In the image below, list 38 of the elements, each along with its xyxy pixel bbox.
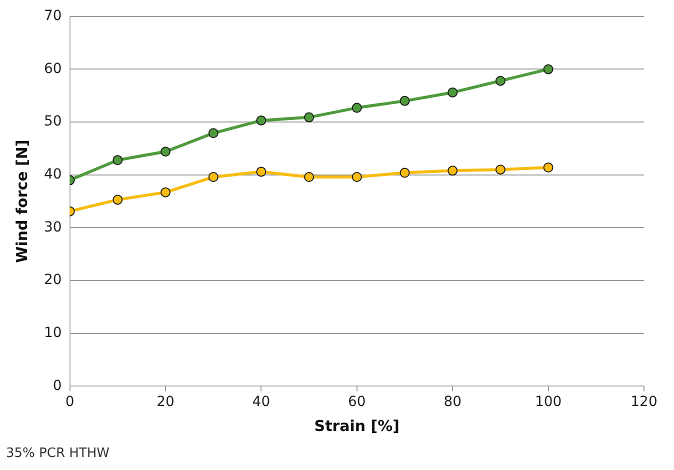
y-tick-label: 50 bbox=[44, 114, 62, 130]
y-tick-label: 0 bbox=[52, 378, 62, 394]
x-tick-label: 0 bbox=[65, 394, 74, 410]
point bbox=[495, 76, 506, 86]
x-tick-label: 80 bbox=[444, 394, 462, 410]
point bbox=[112, 155, 123, 166]
point bbox=[352, 172, 362, 182]
point bbox=[448, 166, 458, 176]
x-tick-label: 40 bbox=[252, 394, 270, 410]
y-tick-label: 30 bbox=[44, 219, 62, 236]
x-tick-label: 120 bbox=[630, 394, 658, 410]
point bbox=[400, 168, 410, 178]
point bbox=[208, 128, 218, 138]
point bbox=[352, 102, 362, 113]
y-tick-label: 70 bbox=[44, 8, 62, 24]
x-tick-label: 20 bbox=[156, 394, 174, 410]
point bbox=[112, 194, 123, 205]
x-tick-label: 100 bbox=[534, 394, 562, 410]
point bbox=[160, 187, 171, 198]
point bbox=[543, 64, 554, 74]
point bbox=[400, 96, 410, 106]
y-tick-label: 60 bbox=[44, 60, 62, 77]
point bbox=[256, 115, 266, 126]
point bbox=[304, 112, 314, 122]
point bbox=[256, 166, 266, 177]
point bbox=[160, 146, 171, 157]
y-axis-title: Wind force [N] bbox=[12, 140, 31, 263]
x-axis-title: Strain [%] bbox=[314, 416, 400, 435]
text: 35% PCR HTHW bbox=[6, 446, 110, 461]
y-tick-label: 20 bbox=[44, 272, 62, 288]
point bbox=[448, 87, 458, 98]
x-tick-label: 60 bbox=[348, 394, 366, 410]
y-tick-label: 40 bbox=[44, 166, 62, 183]
point bbox=[208, 172, 218, 182]
point bbox=[304, 172, 314, 182]
point bbox=[543, 162, 554, 172]
y-tick-label: 10 bbox=[44, 325, 62, 342]
point bbox=[495, 164, 506, 175]
